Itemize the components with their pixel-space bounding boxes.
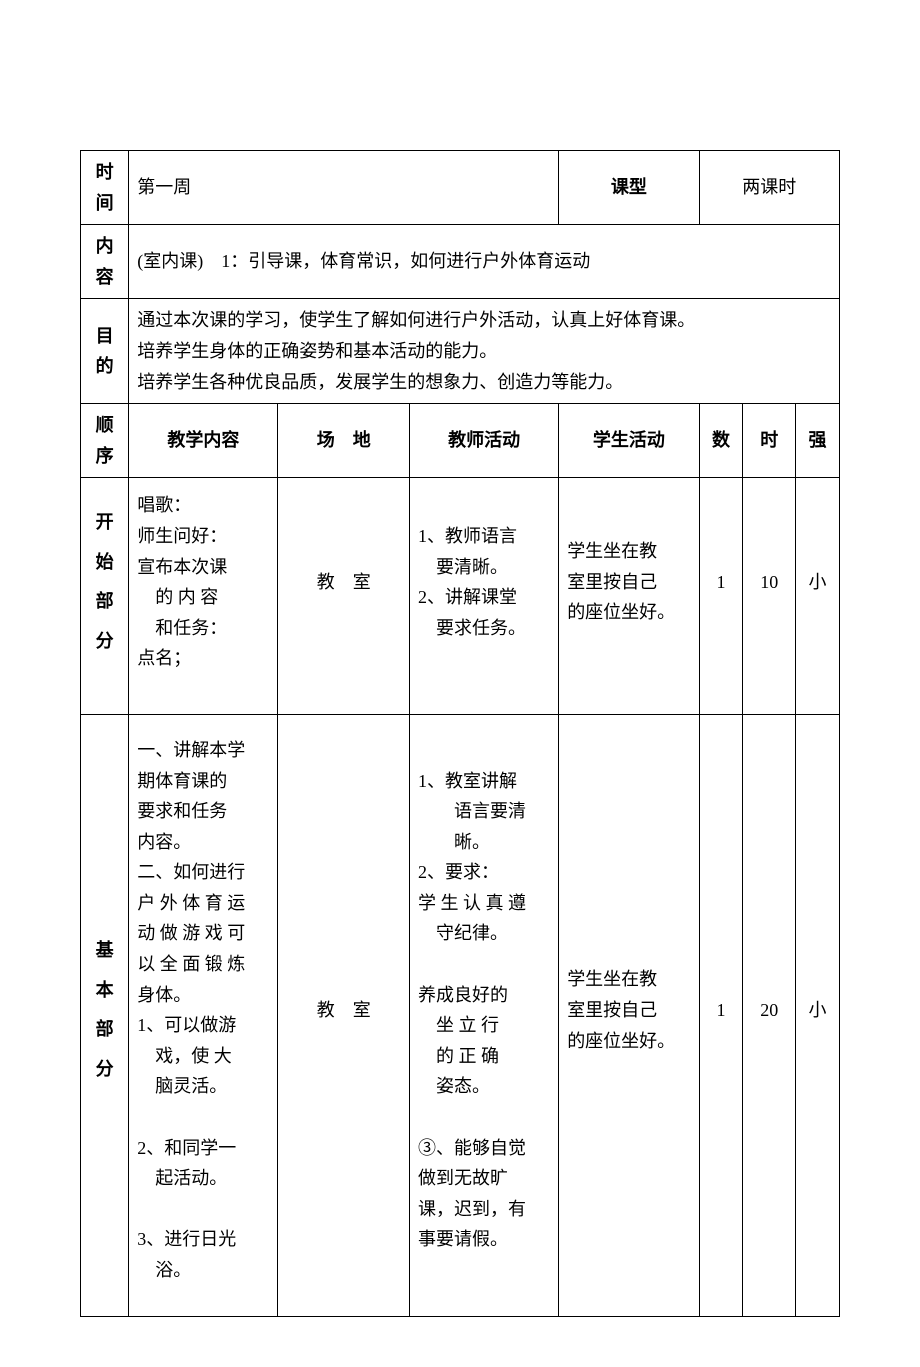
time-value: 第一周 bbox=[129, 151, 559, 225]
col-student: 学生活动 bbox=[559, 404, 699, 478]
col-time: 时 bbox=[743, 404, 796, 478]
col-place: 场 地 bbox=[278, 404, 410, 478]
section-start-label: 开 始 部 分 bbox=[81, 478, 129, 715]
section-start-student: 学生坐在教 室里按自己 的座位坐好。 bbox=[559, 478, 699, 715]
goal-value: 通过本次课的学习，使学生了解如何进行户外活动，认真上好体育课。 培养学生身体的正… bbox=[129, 299, 840, 404]
time-label: 时间 bbox=[81, 151, 129, 225]
row-columns: 顺序 教学内容 场 地 教师活动 学生活动 数 时 强 bbox=[81, 404, 840, 478]
section-basic-student: 学生坐在教 室里按自己 的座位坐好。 bbox=[559, 714, 699, 1316]
section-start-teacher: 1、教师语言 要清晰。 2、讲解课堂 要求任务。 bbox=[410, 478, 559, 715]
section-basic-content: 一、讲解本学 期体育课的 要求和任务 内容。 二、如何进行 户 外 体 育 运 … bbox=[129, 714, 278, 1316]
section-start-strength: 小 bbox=[796, 478, 840, 715]
section-start-count: 1 bbox=[699, 478, 743, 715]
section-basic-label: 基 本 部 分 bbox=[81, 714, 129, 1316]
type-value: 两课时 bbox=[699, 151, 839, 225]
row-goal: 目的 通过本次课的学习，使学生了解如何进行户外活动，认真上好体育课。 培养学生身… bbox=[81, 299, 840, 404]
content-label: 内容 bbox=[81, 225, 129, 299]
col-strength: 强 bbox=[796, 404, 840, 478]
col-teach-content: 教学内容 bbox=[129, 404, 278, 478]
section-start-place: 教 室 bbox=[278, 478, 410, 715]
row-section-start: 开 始 部 分 唱歌： 师生问好： 宣布本次课 的 内 容 和任务： 点名； 教… bbox=[81, 478, 840, 715]
section-basic-count: 1 bbox=[699, 714, 743, 1316]
section-basic-place: 教 室 bbox=[278, 714, 410, 1316]
section-basic-strength: 小 bbox=[796, 714, 840, 1316]
section-basic-time: 20 bbox=[743, 714, 796, 1316]
section-basic-teacher: 1、教室讲解 语言要清 晰。 2、要求： 学 生 认 真 遵 守纪律。 养成良好… bbox=[410, 714, 559, 1316]
row-section-basic: 基 本 部 分 一、讲解本学 期体育课的 要求和任务 内容。 二、如何进行 户 … bbox=[81, 714, 840, 1316]
section-start-content: 唱歌： 师生问好： 宣布本次课 的 内 容 和任务： 点名； bbox=[129, 478, 278, 715]
col-order: 顺序 bbox=[81, 404, 129, 478]
type-label: 课型 bbox=[559, 151, 699, 225]
goal-label: 目的 bbox=[81, 299, 129, 404]
row-time: 时间 第一周 课型 两课时 bbox=[81, 151, 840, 225]
row-content: 内容 (室内课) 1：引导课，体育常识，如何进行户外体育运动 bbox=[81, 225, 840, 299]
lesson-plan-table: 时间 第一周 课型 两课时 内容 (室内课) 1：引导课，体育常识，如何进行户外… bbox=[80, 150, 840, 1317]
col-teacher: 教师活动 bbox=[410, 404, 559, 478]
content-value: (室内课) 1：引导课，体育常识，如何进行户外体育运动 bbox=[129, 225, 840, 299]
section-start-time: 10 bbox=[743, 478, 796, 715]
col-count: 数 bbox=[699, 404, 743, 478]
